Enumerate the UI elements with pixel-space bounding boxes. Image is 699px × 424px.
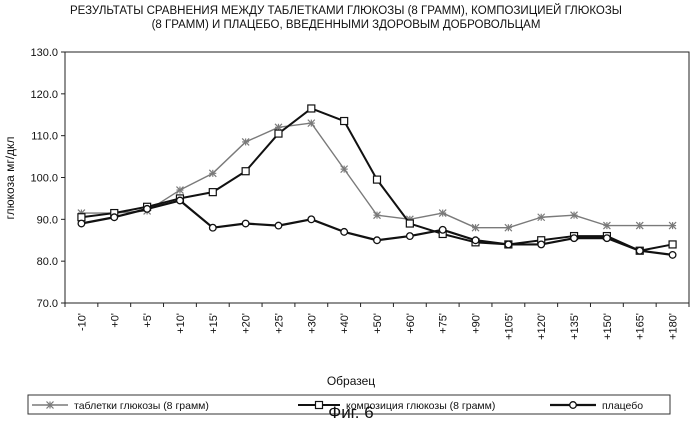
x-tick-label: +30' [306, 313, 318, 334]
data-point [668, 221, 677, 230]
data-point [274, 129, 283, 138]
data-point [175, 196, 184, 205]
legend-label: композиция глюкозы (8 грамм) [346, 400, 495, 412]
data-point [208, 188, 217, 197]
data-point [504, 240, 513, 249]
y-tick-label: 90.0 [37, 214, 58, 226]
data-point [208, 223, 217, 232]
x-axis-label: Образец [327, 374, 375, 388]
data-point [373, 211, 381, 220]
data-point [77, 219, 86, 228]
series-line [81, 199, 673, 256]
chart-title-line-1: РЕЗУЛЬТАТЫ СРАВНЕНИЯ МЕЖДУ ТАБЛЕТКАМИ ГЛ… [70, 4, 622, 17]
x-tick-label: +150' [602, 313, 614, 340]
y-tick-label: 100.0 [30, 173, 58, 185]
data-point [668, 250, 677, 259]
x-tick-label: +50' [372, 313, 384, 334]
x-tick-label: +60' [405, 313, 417, 334]
data-point [307, 119, 316, 128]
data-point [405, 232, 414, 241]
data-point [438, 209, 447, 217]
x-tick-label: +20' [241, 313, 253, 334]
data-point [438, 225, 447, 234]
data-point [372, 175, 382, 184]
series-1 [77, 119, 677, 232]
x-tick-label: +180' [668, 313, 680, 340]
data-point [504, 223, 513, 232]
chart-title: РЕЗУЛЬТАТЫ СРАВНЕНИЯ МЕЖДУ ТАБЛЕТКАМИ ГЛ… [70, 4, 622, 31]
data-point [307, 215, 316, 224]
x-tick-label: -10' [76, 313, 88, 331]
x-tick-label: +5' [142, 313, 154, 328]
series-3 [77, 196, 677, 259]
legend-marker [46, 401, 54, 409]
x-tick-label: +120' [536, 313, 548, 340]
x-tick-label: +165' [635, 313, 647, 340]
data-point [635, 246, 644, 255]
data-point [143, 204, 152, 213]
y-axis-label: глюкоза мг/дкл [3, 137, 17, 220]
x-axis: -10' +0' +5' +10' +15' +20' +25' +30' +40' +50' +6… [64, 303, 690, 340]
y-tick-label: 130.0 [30, 47, 58, 59]
x-tick-label: +105' [503, 313, 515, 340]
figure-caption: Фиг. 6 [328, 403, 373, 422]
data-point [405, 219, 414, 228]
series-layer [77, 104, 677, 259]
data-point [668, 240, 677, 249]
x-tick-label: +135' [569, 313, 581, 340]
data-point [340, 165, 349, 174]
chart-title-line-2: (8 ГРАММ) И ПЛАЦЕБО, ВВЕДЕННЫМИ ЗДОРОВЫМ… [152, 19, 541, 31]
data-point [307, 104, 316, 113]
data-point [471, 236, 480, 245]
x-tick-label: +0' [109, 313, 121, 328]
x-tick-label: +75' [438, 313, 450, 334]
data-point [537, 213, 546, 222]
data-point [241, 167, 250, 176]
legend-item-3: плацебо [550, 400, 643, 412]
y-tick-label: 110.0 [31, 131, 58, 143]
data-point [373, 236, 381, 245]
series-2 [77, 104, 677, 255]
y-tick-label: 70.0 [37, 298, 58, 310]
data-point [110, 213, 119, 222]
x-tick-label: +15' [208, 313, 220, 334]
data-point [471, 223, 480, 232]
y-axis: 70.0 80.0 90.0 100.0 110.0 120.0 130.0 [30, 47, 65, 310]
data-point [537, 240, 546, 249]
data-point [340, 227, 349, 236]
legend-marker [314, 400, 324, 410]
y-tick-label: 120.0 [30, 89, 58, 101]
data-point [241, 138, 250, 146]
x-tick-label: +10' [175, 313, 187, 334]
data-point [602, 221, 611, 230]
legend: таблетки глюкозы (8 грамм) композиция глю… [27, 394, 671, 415]
x-tick-label: +25' [273, 313, 285, 334]
legend-label: плацебо [602, 400, 643, 412]
data-point [602, 234, 611, 243]
y-tick-label: 80.0 [37, 256, 58, 268]
x-tick-label: +90' [471, 313, 483, 334]
data-point [241, 219, 250, 228]
data-point [570, 234, 579, 243]
legend-label: таблетки глюкозы (8 грамм) [74, 400, 209, 412]
data-point [570, 211, 578, 220]
legend-item-1: таблетки глюкозы (8 грамм) [32, 400, 209, 412]
data-point [340, 116, 349, 126]
data-point [208, 169, 217, 178]
data-point [274, 221, 283, 230]
legend-item-2: композиция глюкозы (8 грамм) [298, 400, 495, 412]
data-point [635, 221, 644, 230]
legend-marker [569, 401, 577, 409]
legend-box [27, 394, 671, 415]
x-tick-label: +40' [339, 313, 351, 334]
data-point [176, 186, 184, 194]
